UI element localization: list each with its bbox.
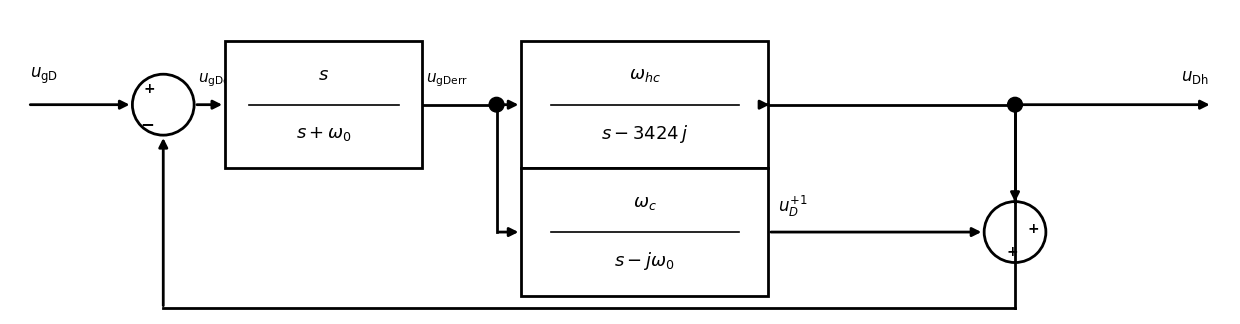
Text: +: + <box>1027 222 1039 236</box>
Text: $\omega_{hc}$: $\omega_{hc}$ <box>629 66 661 84</box>
Text: $s - j\omega_0$: $s - j\omega_0$ <box>614 250 675 272</box>
Bar <box>521 41 768 168</box>
Text: +: + <box>144 82 155 96</box>
Text: $u_{\mathrm{Dh}}$: $u_{\mathrm{Dh}}$ <box>1180 68 1209 86</box>
Text: −: − <box>140 115 154 133</box>
Bar <box>224 41 423 168</box>
Text: $s + \omega_0$: $s + \omega_0$ <box>296 125 352 143</box>
Text: $u_D^{+1}$: $u_D^{+1}$ <box>777 194 807 219</box>
Ellipse shape <box>489 98 503 112</box>
Bar <box>521 168 768 296</box>
Text: $u_{\mathrm{gD}}$: $u_{\mathrm{gD}}$ <box>30 65 58 86</box>
Text: $s$: $s$ <box>319 66 330 84</box>
Ellipse shape <box>1008 98 1023 112</box>
Text: $s - 3424\,j$: $s - 3424\,j$ <box>601 123 688 145</box>
Text: $\omega_c$: $\omega_c$ <box>632 194 657 212</box>
Text: $u_{\mathrm{gDerr1}}$: $u_{\mathrm{gDerr1}}$ <box>198 71 246 89</box>
Text: $u_{\mathrm{gDerr}}$: $u_{\mathrm{gDerr}}$ <box>427 71 469 89</box>
Text: +: + <box>1006 245 1018 259</box>
